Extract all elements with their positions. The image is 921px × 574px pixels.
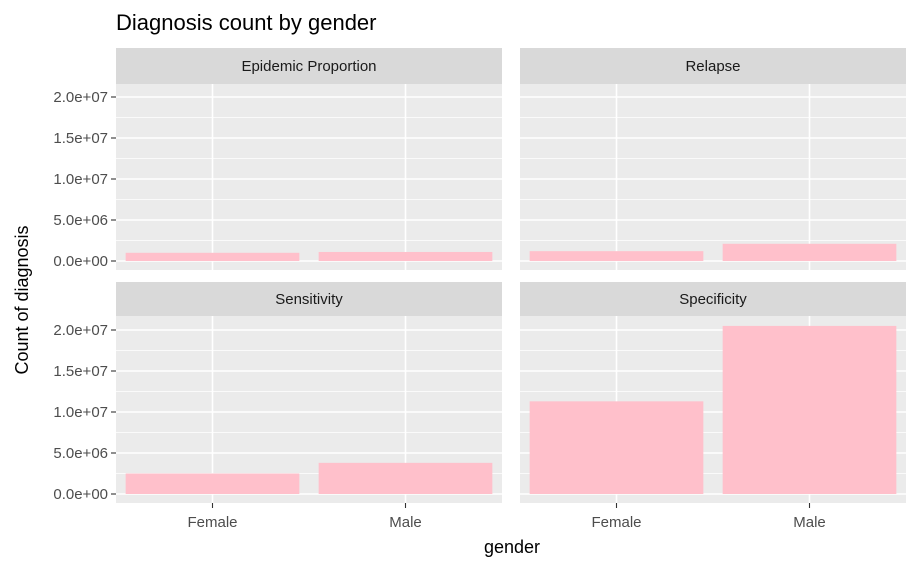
bar-male: [318, 251, 493, 261]
facet-strip: [116, 282, 502, 316]
facet-panel: Relapse: [520, 48, 906, 270]
bar-male: [318, 462, 493, 494]
facet-strip-label: Specificity: [679, 291, 747, 308]
bar-female: [125, 252, 300, 261]
facet-strip: [116, 48, 502, 84]
y-tick-label: 1.5e+07: [53, 363, 108, 380]
facet-strip: [520, 282, 906, 316]
y-tick-label: 5.0e+06: [53, 212, 108, 229]
bar-female: [529, 401, 704, 494]
y-tick-label: 1.5e+07: [53, 130, 108, 147]
facet-strip-label: Sensitivity: [275, 291, 343, 308]
facet-panel: Sensitivity 0.0e+00 5.0e+06 1.0e+07 1.5e+07 2…: [53, 282, 502, 531]
y-axis-title: Count of diagnosis: [12, 225, 32, 374]
bar-male: [722, 325, 897, 494]
y-tick-label: 1.0e+07: [53, 404, 108, 421]
facet-panel: Epidemic Proportion 0.0e+00 5.0e+06 1.0e+07…: [53, 48, 502, 270]
facet-grid: Epidemic Proportion 0.0e+00 5.0e+06 1.0e+07…: [53, 48, 906, 531]
x-tick-label: Male: [793, 514, 826, 531]
facet-strip: [520, 48, 906, 84]
facet-strip-label: Epidemic Proportion: [241, 58, 376, 75]
plot-panel: [116, 84, 502, 270]
y-tick-label: 0.0e+00: [53, 253, 108, 270]
facet-strip-label: Relapse: [685, 58, 740, 75]
y-tick-label: 1.0e+07: [53, 171, 108, 188]
bar-female: [125, 473, 300, 494]
x-axis-title: gender: [484, 537, 540, 557]
x-tick-label: Male: [389, 514, 422, 531]
y-tick-label: 5.0e+06: [53, 445, 108, 462]
plot-panel: [520, 84, 906, 270]
y-tick-label: 0.0e+00: [53, 486, 108, 503]
x-tick-label: Female: [591, 514, 641, 531]
x-tick-label: Female: [187, 514, 237, 531]
y-tick-label: 2.0e+07: [53, 322, 108, 339]
bar-female: [529, 251, 704, 261]
chart-title: Diagnosis count by gender: [116, 10, 377, 35]
bar-male: [722, 243, 897, 261]
y-tick-label: 2.0e+07: [53, 89, 108, 106]
facet-panel: Specificity Female Male: [520, 282, 906, 531]
